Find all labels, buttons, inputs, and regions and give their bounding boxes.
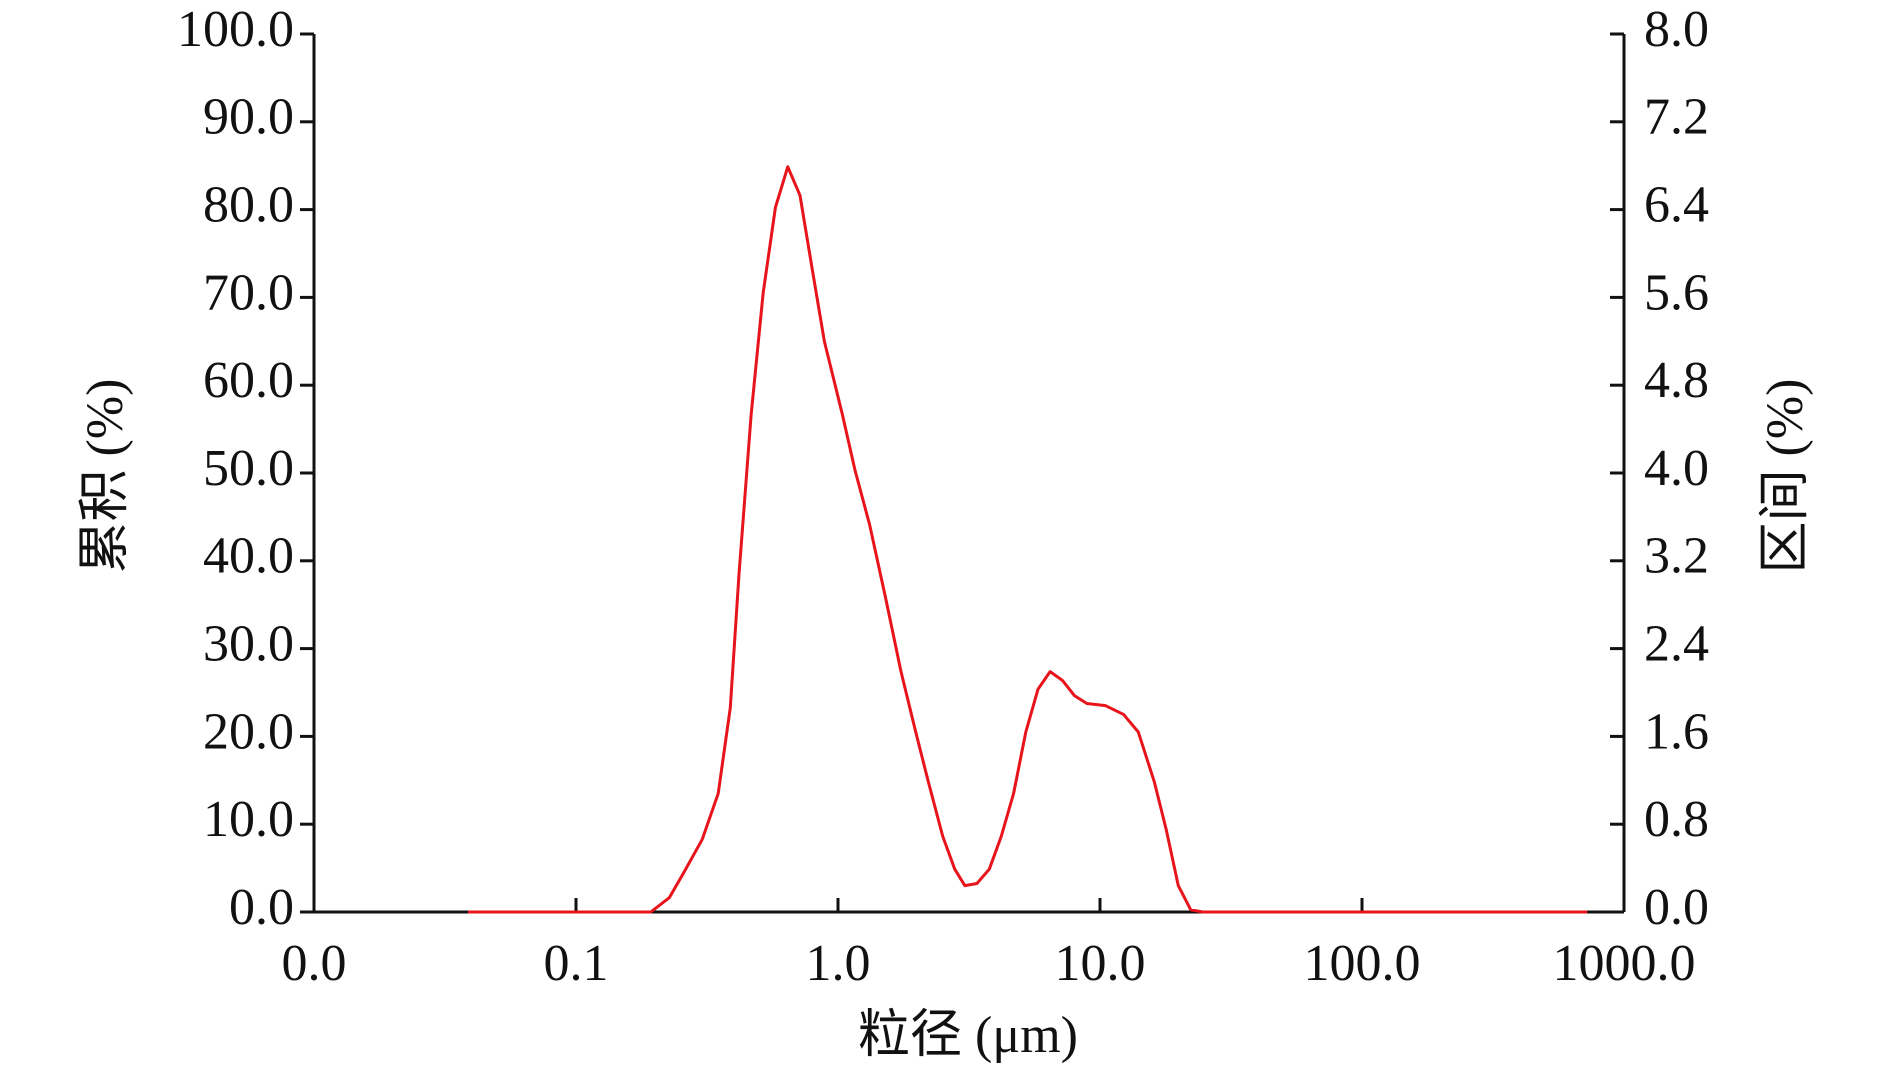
y2-tick-label: 6.4: [1644, 177, 1709, 234]
x-tick-label: 100.0: [1304, 935, 1421, 992]
y2-tick-label: 3.2: [1644, 528, 1709, 585]
y-axis-label: 累积 (%): [77, 379, 134, 574]
data-line: [467, 165, 1588, 914]
y-tick-label: 40.0: [203, 528, 294, 585]
y2-tick-label: 8.0: [1644, 1, 1709, 58]
y2-tick-label: 1.6: [1644, 703, 1709, 760]
y2-tick-label: 2.4: [1644, 616, 1709, 673]
y2-tick-label: 0.8: [1644, 791, 1709, 848]
x-tick-label: 1000.0: [1553, 935, 1696, 992]
y-tick-label: 60.0: [203, 352, 294, 409]
x-tick-label: 0.1: [544, 935, 609, 992]
y-tick-label: 100.0: [177, 1, 294, 58]
y-tick-label: 10.0: [203, 791, 294, 848]
x-tick-label: 10.0: [1055, 935, 1146, 992]
y2-tick-label: 0.0: [1644, 879, 1709, 936]
y2-tick-label: 4.8: [1644, 352, 1709, 409]
y2-tick-label: 5.6: [1644, 264, 1709, 321]
x-axis-label: 粒径 (μm): [858, 1007, 1078, 1064]
y-tick-label: 80.0: [203, 177, 294, 234]
x-tick-label: 0.0: [282, 935, 347, 992]
y-tick-label: 50.0: [203, 440, 294, 497]
x-tick-label: 1.0: [806, 935, 871, 992]
y2-tick-label: 7.2: [1644, 89, 1709, 146]
y2-axis-label: 区间 (%): [1757, 379, 1814, 574]
y-tick-label: 20.0: [203, 703, 294, 760]
y-tick-label: 30.0: [203, 616, 294, 673]
y-tick-label: 70.0: [203, 264, 294, 321]
y-tick-label: 0.0: [229, 879, 294, 936]
y2-tick-label: 4.0: [1644, 440, 1709, 497]
y-tick-label: 90.0: [203, 89, 294, 146]
